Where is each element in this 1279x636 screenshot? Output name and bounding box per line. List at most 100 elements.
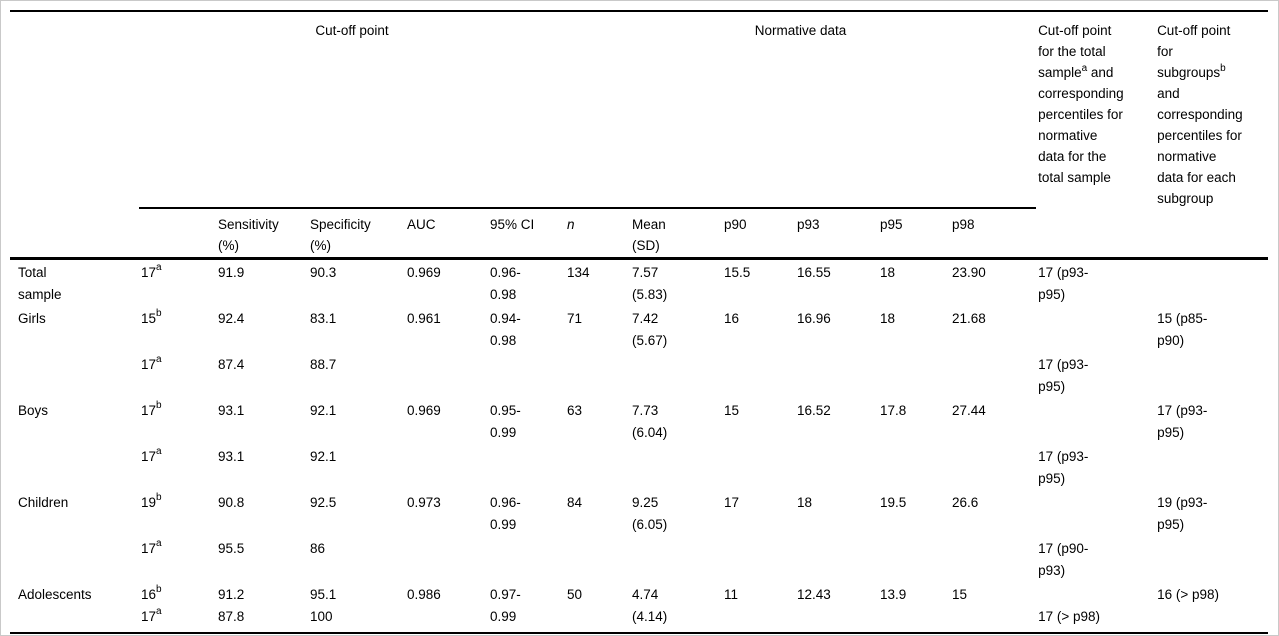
table-cell [1036, 490, 1155, 536]
table-cell [1155, 536, 1268, 582]
table-cell: 17.8 [880, 402, 907, 418]
header-p90: p90 [722, 208, 796, 260]
table-cell: 13.9 [878, 581, 951, 634]
row-label-cell: Girls [18, 310, 46, 326]
table-cell: 87.4 [218, 356, 245, 372]
table-cell [565, 352, 630, 398]
table-cell: 0.986 [405, 581, 488, 634]
table-cell [565, 536, 630, 582]
table-cell [950, 352, 1036, 398]
table-cell: 91.9 [218, 264, 245, 280]
cutoff-normative-table: Cut-off point Normative data Cut-off poi… [10, 10, 1269, 634]
table-body: Total sample 17a 91.9 90.3 0.969 0.96- 0.98 134 7… [10, 258, 1269, 634]
corner-cell [10, 11, 139, 260]
table-cell: 16 [724, 310, 740, 326]
table-cell [1036, 398, 1155, 444]
table-cell: 17a [141, 538, 162, 556]
header-specificity: Specificity (%) [308, 208, 405, 260]
table-cell: 27.44 [952, 402, 986, 418]
header-mean-sd: Mean (SD) [630, 208, 723, 260]
table-cell: 18 [797, 494, 813, 510]
table-cell [878, 352, 950, 398]
table-cell: 88.7 [310, 356, 337, 372]
table-cell [630, 536, 722, 582]
header-sensitivity: Sensitivity (%) [216, 208, 308, 260]
header-cutoff-subgroups: Cut-off point for subgroupsb and correspondi… [1155, 11, 1269, 260]
table-cell: 17 (> p98) [1036, 581, 1156, 634]
header-cutoff-value [139, 208, 216, 260]
table-cell: 0.96- 0.98 [490, 264, 521, 302]
table-cell: 18 [880, 310, 896, 326]
table-cell: 134 [567, 264, 590, 280]
table-cell: 11 [722, 581, 796, 634]
row-label-cell [10, 352, 139, 398]
row-label-cell: Boys [18, 402, 49, 418]
table-cell: 16b 17a [139, 581, 216, 634]
table-cell: 19 (p93- p95) [1157, 494, 1208, 532]
table-cell: 26.6 [952, 494, 979, 510]
table-cell: 84 [567, 494, 583, 510]
table-cell: 92.5 [310, 494, 337, 510]
table-cell [565, 444, 630, 490]
table-cell [878, 536, 950, 582]
table-cell [722, 444, 795, 490]
table-cell [405, 536, 488, 582]
table-cell: 23.90 [952, 264, 986, 280]
table-cell: 90.3 [310, 264, 337, 280]
table-cell [878, 444, 950, 490]
table-cell: 95.1 100 [308, 581, 405, 634]
table-cell [405, 352, 488, 398]
table-cell: 50 [565, 581, 631, 634]
spanner-normative-data: Normative data [565, 11, 1037, 209]
table-cell [488, 444, 565, 490]
header-p93: p93 [795, 208, 879, 260]
row-label-cell: Total sample [18, 264, 62, 302]
table-cell: 21.68 [952, 310, 986, 326]
table-cell: 93.1 [218, 402, 245, 418]
table-cell: 92.1 [310, 448, 337, 464]
table-cell: 93.1 [218, 448, 245, 464]
table-cell: 71 [567, 310, 583, 326]
table-cell: 0.961 [407, 310, 441, 326]
table-cell: 17 (p93- p95) [1157, 402, 1208, 440]
table-cell: 86 [310, 540, 326, 556]
table-header: Cut-off point Normative data Cut-off poi… [10, 11, 1269, 260]
table-cell [950, 444, 1036, 490]
row-label-cell: Children [18, 494, 69, 510]
spanner-cutoff-point: Cut-off point [139, 11, 566, 209]
table-row-boys: 17a 93.1 92.1 17 (p93- p95) [10, 444, 1268, 490]
table-cell [488, 536, 565, 582]
row-label-cell [10, 536, 139, 582]
table-cell: 17b [141, 400, 162, 418]
table-cell [795, 352, 878, 398]
table-cell [722, 536, 795, 582]
table-cell: 90.8 [218, 494, 245, 510]
table-cell: 7.57 (5.83) [632, 264, 668, 302]
table-cell [405, 444, 488, 490]
table-cell [795, 536, 878, 582]
table-cell [1155, 444, 1268, 490]
table-row-children: Children 19b 90.8 92.5 0.973 0.96- 0.99 84 9.25(… [10, 490, 1268, 536]
header-cutoff-total-sample: Cut-off point for the total samplea and cor… [1036, 11, 1156, 260]
table-cell: 16.96 [797, 310, 831, 326]
table-cell: 17a [141, 354, 162, 372]
table-cell [1155, 258, 1268, 306]
table-cell: 63 [567, 402, 583, 418]
header-n: n [565, 208, 631, 260]
table-cell: 16.52 [797, 402, 831, 418]
table-cell: 0.94- 0.98 [490, 310, 521, 348]
header-auc: AUC [405, 208, 488, 260]
table-cell: 0.95- 0.99 [490, 402, 521, 440]
column-header-row: Sensitivity (%) Specificity (%) AUC 95% CI… [10, 208, 1268, 260]
table-cell [630, 352, 722, 398]
table-cell: 92.4 [218, 310, 245, 326]
table-cell: 15.5 [724, 264, 751, 280]
table-cell: 83.1 [310, 310, 337, 326]
table-cell [950, 536, 1036, 582]
table-cell: 17 (p90- p93) [1038, 540, 1089, 578]
table-cell [630, 444, 722, 490]
table-cell: 19b [141, 492, 162, 510]
table-row-adolescents: Adolescents 16b 17a 91.2 87.8 95.1 100 0.986 0.9… [10, 581, 1269, 634]
table-cell: 17 (p93- p95) [1038, 264, 1089, 302]
table-cell: 4.74 (4.14) [630, 581, 723, 634]
